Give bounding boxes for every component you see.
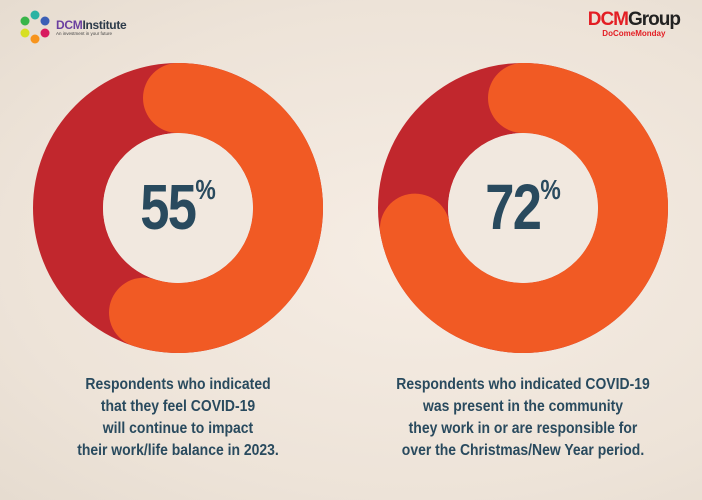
donut-1-value-segment — [109, 63, 323, 353]
dcm-group-logo: DCMGroup DoComeMonday — [587, 9, 681, 38]
donut-1-value-label: 55% — [140, 171, 216, 243]
donut-2-value-segment — [379, 63, 668, 353]
donut-1-caption: Respondents who indicated that they feel … — [77, 376, 279, 459]
donut-1-center — [103, 133, 253, 283]
donut-2-center — [448, 133, 598, 283]
donut-2-value-label: 72% — [485, 171, 561, 243]
donut-2-caption: Respondents who indicated COVID-19 was pr… — [396, 376, 650, 459]
dcm-institute-logo: DCMInstitute An investment in your futur… — [18, 10, 127, 44]
hexagon-cluster-icon — [20, 10, 50, 44]
